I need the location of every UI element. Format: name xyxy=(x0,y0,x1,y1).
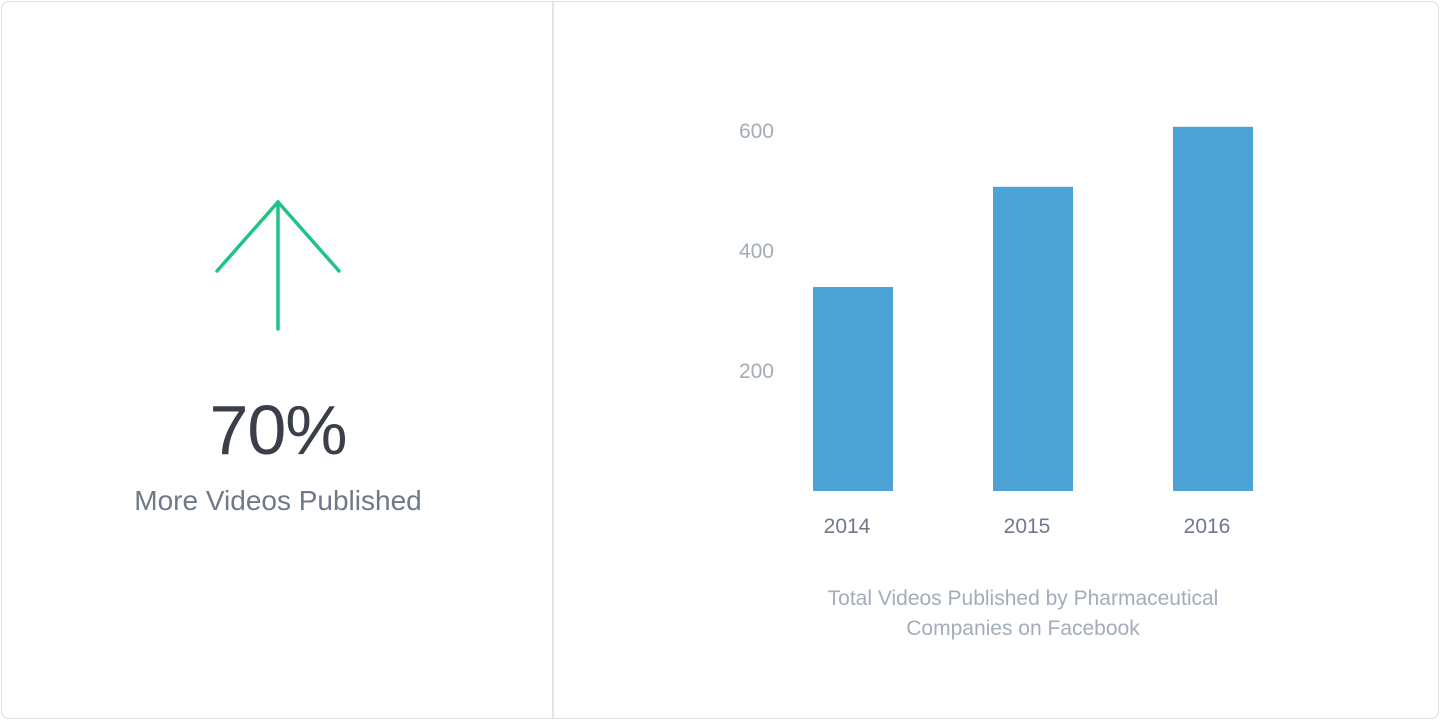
panel-divider xyxy=(552,2,554,718)
bar-2016 xyxy=(1173,126,1253,492)
bar-2015 xyxy=(993,186,1073,492)
stat-value: 70% xyxy=(209,391,347,469)
bar-2014 xyxy=(813,287,893,491)
x-tick-label: 2015 xyxy=(1004,515,1051,538)
stat-label: More Videos Published xyxy=(134,485,422,516)
y-tick-label: 200 xyxy=(739,360,774,383)
y-tick-label: 600 xyxy=(739,120,774,143)
arrow-up-icon xyxy=(215,200,341,331)
bar-chart: 200 400 600 2014 2015 2016 xyxy=(739,120,1253,538)
chart-caption: Total Videos Published by Pharmaceutical… xyxy=(827,587,1219,640)
x-tick-label: 2016 xyxy=(1184,515,1231,538)
stat-panel: 70% More Videos Published xyxy=(2,2,552,718)
y-tick-label: 400 xyxy=(739,240,774,263)
x-tick-label: 2014 xyxy=(824,515,871,538)
